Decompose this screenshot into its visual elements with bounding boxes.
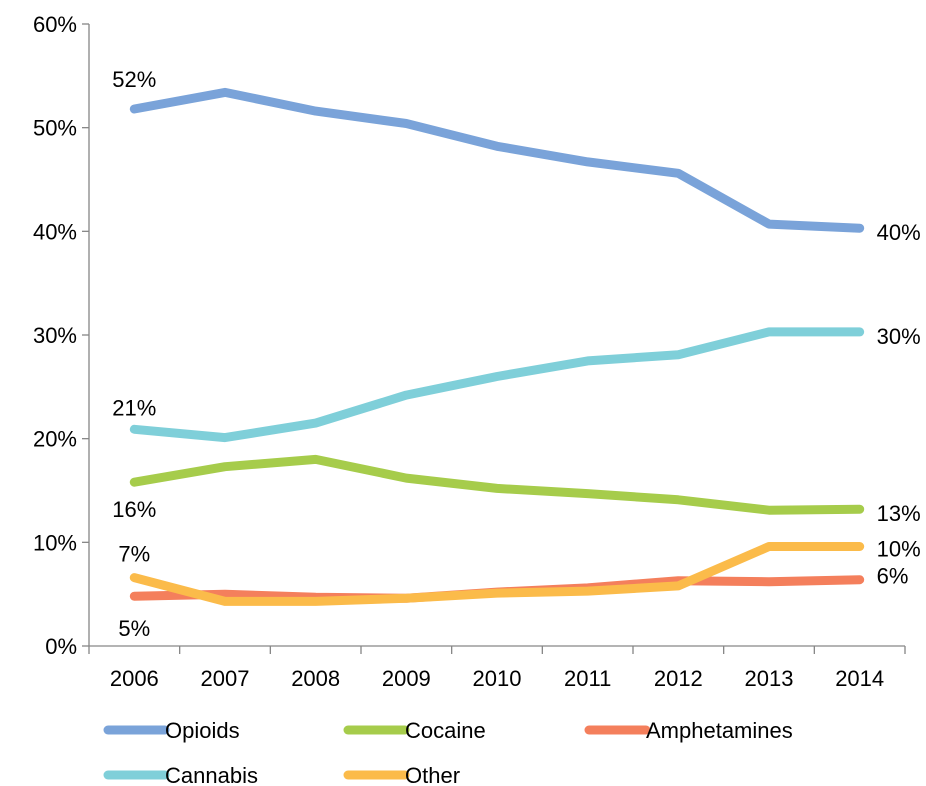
legend-label-cocaine: Cocaine [405, 718, 486, 743]
legend-label-other: Other [405, 763, 460, 786]
y-tick-label: 20% [33, 427, 77, 452]
x-tick-label: 2010 [473, 666, 522, 691]
series-line-other [129, 542, 865, 606]
data-labels: 52% 21% 16% 7% 5% 40% 30% 13% 10% 6% [112, 67, 920, 641]
y-tick-label: 40% [33, 219, 77, 244]
x-tick-label: 2011 [564, 666, 611, 691]
y-tick-label: 10% [33, 530, 77, 555]
data-label-cocaine-2014: 13% [877, 501, 921, 526]
axes: 0% 10% 20% 30% 40% 50% 60% 2006 2007 2008 2009 2010… [33, 12, 906, 691]
x-tick-label: 2013 [745, 666, 794, 691]
legend-label-opioids: Opioids [165, 718, 240, 743]
data-label-amphetamines-2006: 5% [118, 616, 150, 641]
series-line-opioids [129, 87, 865, 233]
legend-label-cannabis: Cannabis [165, 763, 258, 786]
x-tick-label: 2014 [835, 666, 884, 691]
legend: Opioids Cocaine Amphetamines Cannabis Other [103, 718, 793, 786]
x-tick-label: 2012 [654, 666, 703, 691]
series-line-cannabis [129, 327, 865, 443]
series-lines [129, 87, 865, 606]
legend-label-amphetamines: Amphetamines [646, 718, 793, 743]
data-label-other-2014: 10% [877, 536, 921, 561]
data-label-opioids-2006: 52% [112, 67, 156, 92]
y-tick-label: 50% [33, 116, 77, 141]
data-label-amphetamines-2014: 6% [877, 564, 909, 589]
y-tick-label: 60% [33, 12, 77, 37]
data-label-cannabis-2014: 30% [877, 324, 921, 349]
data-label-cocaine-2006: 16% [112, 497, 156, 522]
x-tick-label: 2008 [291, 666, 340, 691]
y-tick-label: 30% [33, 323, 77, 348]
x-tick-label: 2006 [110, 666, 159, 691]
series-line-cocaine [129, 454, 865, 515]
x-tick-label: 2009 [382, 666, 431, 691]
y-tick-label: 0% [45, 634, 77, 659]
data-label-cannabis-2006: 21% [112, 395, 156, 420]
x-tick-label: 2007 [201, 666, 250, 691]
data-label-opioids-2014: 40% [877, 220, 921, 245]
data-label-other-2006: 7% [118, 542, 150, 567]
